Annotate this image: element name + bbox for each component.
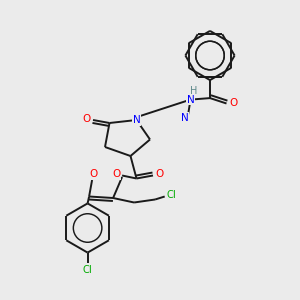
- Text: N: N: [187, 94, 194, 105]
- Text: O: O: [155, 169, 164, 179]
- Text: O: O: [112, 169, 120, 179]
- Text: O: O: [229, 98, 237, 108]
- Text: O: O: [82, 113, 91, 124]
- Text: H: H: [190, 86, 197, 96]
- Text: Cl: Cl: [167, 190, 176, 200]
- Text: N: N: [181, 112, 189, 123]
- Text: N: N: [133, 115, 140, 125]
- Text: Cl: Cl: [83, 265, 92, 275]
- Text: O: O: [89, 169, 98, 179]
